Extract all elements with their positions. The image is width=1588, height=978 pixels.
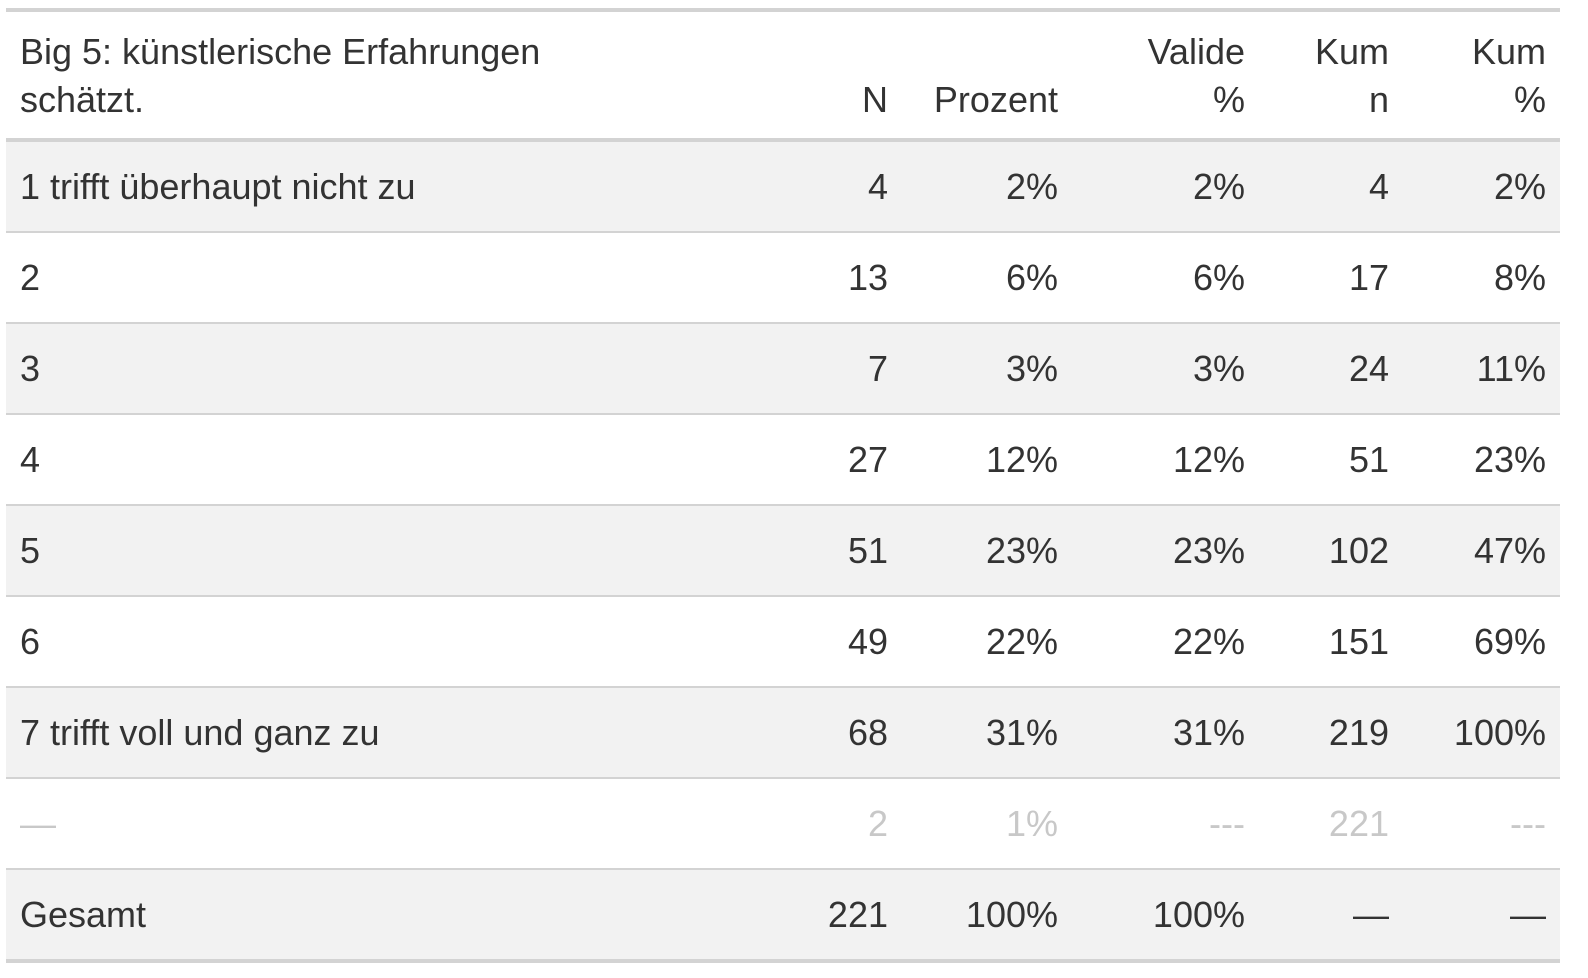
header-line: %: [1212, 79, 1245, 120]
cell-n: 13: [786, 232, 902, 324]
cell-kum-n: 24: [1259, 323, 1403, 415]
cell-n: 2: [786, 778, 902, 870]
cell-kum-pct: 69%: [1403, 596, 1560, 688]
missing-row: —2 1% --- 221 ---: [6, 778, 1560, 870]
cell-label: 1 trifft überhaupt nicht zu: [6, 140, 786, 233]
header-line: %: [1513, 79, 1546, 120]
cell-label: 3: [6, 323, 786, 415]
cell-kum-pct: 47%: [1403, 505, 1560, 597]
frequency-table: Big 5: künstlerische Erfahrungen schätzt.…: [6, 8, 1560, 963]
cell-valide-pct: 31%: [1072, 687, 1259, 779]
cell-prozent: 6%: [902, 232, 1072, 324]
cell-label: 6: [6, 596, 786, 688]
header-line: schätzt.: [20, 79, 145, 120]
header-line: N: [862, 79, 888, 120]
cell-prozent: 100%: [902, 869, 1072, 963]
cell-prozent: 1%: [902, 778, 1072, 870]
cell-kum-n: 151: [1259, 596, 1403, 688]
header-label: Big 5: künstlerische Erfahrungen schätzt.: [6, 10, 786, 140]
cell-valide-pct: 23%: [1072, 505, 1259, 597]
cell-kum-n: 219: [1259, 687, 1403, 779]
cell-kum-n: 4: [1259, 140, 1403, 233]
cell-kum-pct: ---: [1403, 778, 1560, 870]
header-line: Kum: [1314, 31, 1389, 72]
cell-kum-pct: —: [1403, 869, 1560, 963]
table-row: 7 trifft voll und ganz zu 68 31% 31% 219 100%: [6, 687, 1560, 779]
cell-prozent: 23%: [902, 505, 1072, 597]
header-line: Kum: [1471, 31, 1546, 72]
cell-kum-pct: 11%: [1403, 323, 1560, 415]
cell-valide-pct: 6%: [1072, 232, 1259, 324]
table-row: 4 27 12% 12% 51 23%: [6, 414, 1560, 506]
table-row: 2 13 6% 6% 17 8%: [6, 232, 1560, 324]
cell-label: 5: [6, 505, 786, 597]
cell-valide-pct: 12%: [1072, 414, 1259, 506]
header-line: Valide: [1147, 31, 1245, 72]
cell-kum-pct: 100%: [1403, 687, 1560, 779]
header-line: Big 5: künstlerische Erfahrungen: [20, 31, 541, 72]
cell-valide-pct: 2%: [1072, 140, 1259, 233]
header-kum-n: Kum n: [1259, 10, 1403, 140]
cell-label: 7 trifft voll und ganz zu: [6, 687, 786, 779]
header-line: n: [1368, 79, 1389, 120]
cell-kum-n: 221: [1259, 778, 1403, 870]
cell-kum-n: 51: [1259, 414, 1403, 506]
cell-prozent: 31%: [902, 687, 1072, 779]
cell-n: 4: [786, 140, 902, 233]
cell-prozent: 22%: [902, 596, 1072, 688]
cell-valide-pct: ---: [1072, 778, 1259, 870]
cell-kum-pct: 8%: [1403, 232, 1560, 324]
table-row: 1 trifft überhaupt nicht zu 4 2% 2% 4 2%: [6, 140, 1560, 233]
cell-kum-n: —: [1259, 869, 1403, 963]
cell-prozent: 3%: [902, 323, 1072, 415]
header-row: Big 5: künstlerische Erfahrungen schätzt.…: [6, 10, 1560, 140]
header-n: N: [786, 10, 902, 140]
cell-kum-n: 17: [1259, 232, 1403, 324]
cell-label: —: [6, 778, 786, 870]
header-prozent: Prozent: [902, 10, 1072, 140]
table-row: 6 49 22% 22% 151 69%: [6, 596, 1560, 688]
header-kum-pct: Kum%: [1403, 10, 1560, 140]
cell-n: 27: [786, 414, 902, 506]
cell-n: 68: [786, 687, 902, 779]
cell-label: Gesamt: [6, 869, 786, 963]
cell-valide-pct: 3%: [1072, 323, 1259, 415]
cell-label: 2: [6, 232, 786, 324]
cell-n: 51: [786, 505, 902, 597]
cell-valide-pct: 22%: [1072, 596, 1259, 688]
cell-n: 221: [786, 869, 902, 963]
header-line: Prozent: [933, 79, 1058, 120]
table-row: 3 7 3% 3% 24 11%: [6, 323, 1560, 415]
cell-prozent: 2%: [902, 140, 1072, 233]
cell-n: 49: [786, 596, 902, 688]
cell-n: 7: [786, 323, 902, 415]
cell-label: 4: [6, 414, 786, 506]
cell-valide-pct: 100%: [1072, 869, 1259, 963]
total-row: Gesamt 221 100% 100% — —: [6, 869, 1560, 963]
cell-kum-n: 102: [1259, 505, 1403, 597]
cell-prozent: 12%: [902, 414, 1072, 506]
cell-kum-pct: 2%: [1403, 140, 1560, 233]
header-valide-pct: Valide%: [1072, 10, 1259, 140]
cell-kum-pct: 23%: [1403, 414, 1560, 506]
table-row: 5 51 23% 23% 102 47%: [6, 505, 1560, 597]
